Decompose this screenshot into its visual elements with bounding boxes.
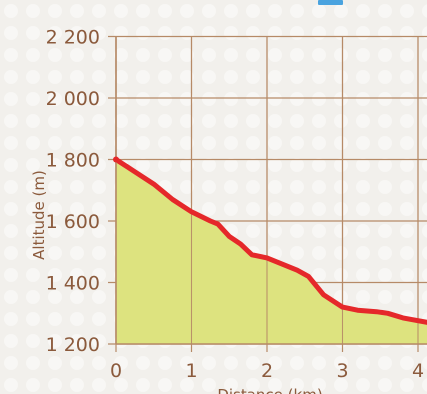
x-tick-label-4: 4 — [412, 360, 424, 382]
tick-labels: 1 200 1 400 1 600 1 800 2 000 2 200 0 1 2 3 4 — [46, 27, 424, 383]
start-point — [113, 156, 119, 163]
x-axis-title: Distance (km) — [217, 386, 322, 394]
x-tick-label-2: 2 — [261, 360, 273, 382]
y-tick-label-3: 1 800 — [46, 150, 100, 172]
axes — [113, 36, 427, 345]
y-tick-label-2: 1 600 — [46, 211, 100, 233]
blue-badge-icon — [318, 0, 343, 5]
y-tick-label-0: 1 200 — [46, 334, 100, 356]
x-tick-label-1: 1 — [185, 360, 197, 382]
y-tick-label-4: 2 000 — [46, 88, 100, 110]
series-line — [113, 157, 427, 325]
area-fill — [116, 159, 427, 344]
x-tick-label-3: 3 — [336, 360, 348, 382]
x-tick-label-0: 0 — [110, 360, 122, 382]
y-tick-label-1: 1 400 — [46, 273, 100, 295]
y-axis-title: Altitude (m) — [30, 170, 48, 260]
y-tick-label-5: 2 200 — [46, 27, 100, 49]
